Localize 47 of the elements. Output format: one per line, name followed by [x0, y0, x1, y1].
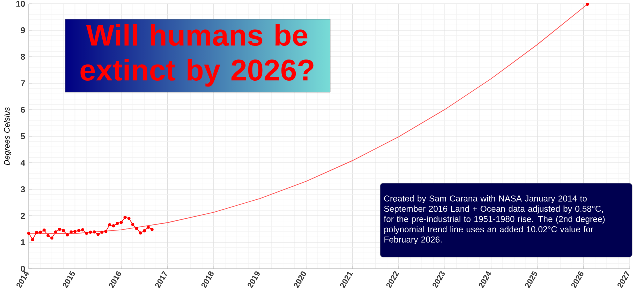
point: [108, 223, 112, 227]
point: [139, 232, 142, 235]
text: Will humans be extinct by 2026?: [80, 24, 314, 87]
point: [89, 230, 92, 234]
y-tick-label: 6: [21, 107, 26, 113]
point: [96, 233, 100, 236]
point: [27, 232, 31, 236]
point: [39, 230, 42, 234]
point: [31, 238, 34, 242]
point: [146, 226, 150, 229]
point: [62, 229, 66, 232]
point: [116, 222, 120, 226]
point: [58, 228, 62, 232]
y-tick-label: 1: [21, 240, 26, 246]
y-tick-label: 10: [16, 1, 26, 7]
point: [135, 227, 138, 230]
point: [92, 230, 96, 234]
annotation: Created by Sam Carana with NASA January 2014 to September 2016 Land + Ocean data adjusted by 0.58°C, for the pre-industrial to 1951-1980 rise. The (2nd degree) polynomial trend line uses an added 10.02°C value for February 2026.: [384, 195, 605, 245]
point: [112, 224, 116, 228]
point: [70, 230, 73, 234]
point: [78, 229, 81, 232]
point: [74, 230, 77, 234]
point: [131, 223, 135, 226]
y-tick-label: 9: [21, 28, 26, 34]
point: [50, 236, 54, 240]
point: [143, 230, 146, 233]
point: [85, 232, 88, 236]
y-tick-label: 5: [21, 134, 26, 140]
point: [66, 234, 70, 237]
point: [54, 230, 58, 234]
point: [100, 230, 104, 234]
y-tick-label: 7: [21, 80, 26, 86]
point: [81, 228, 85, 232]
point: [120, 221, 124, 224]
point: [35, 231, 38, 234]
y-tick-label: 3: [20, 186, 26, 192]
point: [104, 230, 108, 234]
y-tick-label: 8: [21, 54, 26, 60]
y-tick-label: 2: [21, 213, 26, 219]
point: [46, 234, 50, 238]
point: [586, 2, 590, 6]
y-tick-label: 4: [20, 160, 26, 166]
point: [150, 228, 154, 232]
y-tick-label: 0: [21, 266, 26, 272]
point: [128, 217, 131, 220]
point: [42, 228, 46, 232]
point: [124, 216, 127, 220]
